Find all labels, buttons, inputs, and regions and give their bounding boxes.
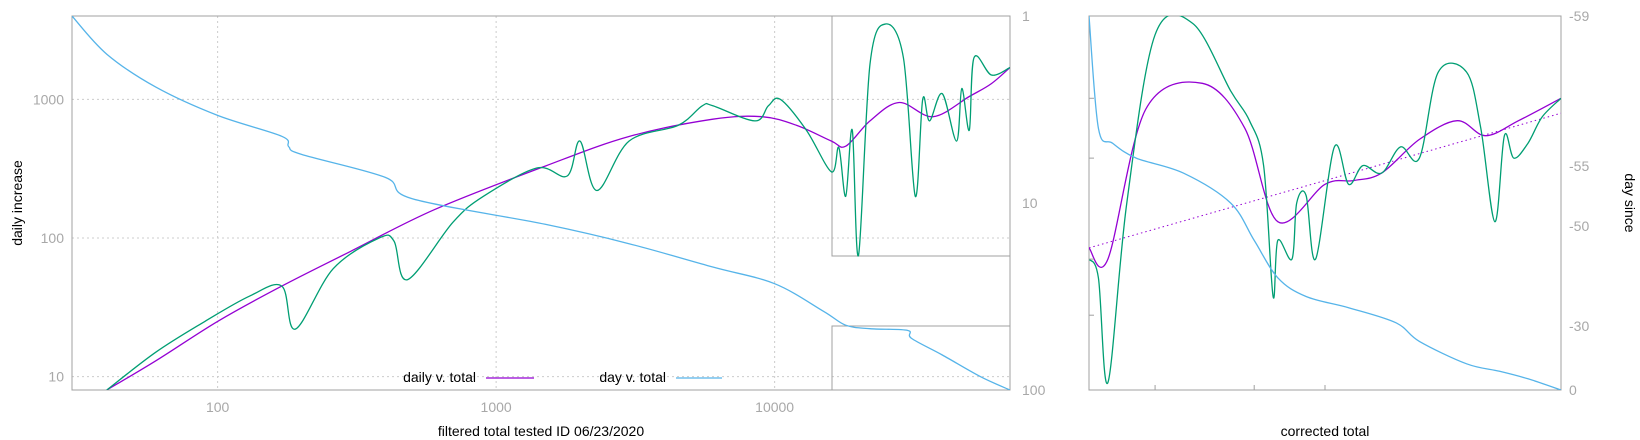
left-y2-tick-label: 1	[1022, 8, 1030, 24]
left-series-line-0	[106, 67, 1010, 390]
right-y2-tick-label: -59	[1569, 8, 1589, 24]
left-tick-labels: 100 1000 10000 10 100 1000 1 10 100	[33, 8, 1046, 415]
left-y-tick-label: 1000	[33, 91, 64, 107]
legend-label-day: day v. total	[599, 369, 666, 385]
right-y-axis-label: day since	[1622, 173, 1638, 232]
left-x-tick-label: 1000	[481, 399, 512, 415]
left-series-group	[72, 16, 1010, 390]
right-series-line-2	[1089, 16, 1561, 385]
right-y2-tick-label: -55	[1569, 158, 1589, 174]
right-series-line-0	[1089, 81, 1561, 269]
left-y2-tick-label: 10	[1022, 195, 1038, 211]
left-y-tick-label: 10	[48, 369, 64, 385]
left-series-line-2	[72, 16, 1010, 390]
right-series-line-1	[1089, 112, 1561, 249]
right-series-line-3	[1089, 16, 1561, 390]
right-series-group	[1089, 16, 1561, 390]
right-y2-tick-label: -30	[1569, 318, 1589, 334]
left-x-tick-label: 10000	[755, 399, 794, 415]
left-y2-tick-label: 100	[1022, 382, 1046, 398]
left-grid	[72, 16, 1010, 390]
right-panel: -59 -55 -50 -30 0 corrected total day since	[1088, 8, 1638, 439]
left-x-axis-label: filtered total tested ID 06/23/2020	[438, 423, 644, 439]
left-x-tick-label: 100	[206, 399, 230, 415]
left-series-line-1	[106, 23, 1010, 390]
legend: daily v. total day v. total	[403, 369, 722, 385]
left-y-axis-label: daily increase	[9, 160, 25, 246]
left-y-tick-label: 100	[41, 230, 65, 246]
right-y2-tick-label: 0	[1569, 382, 1577, 398]
left-panel: 100 1000 10000 10 100 1000 1 10 100 filtered tot…	[9, 8, 1046, 439]
right-tick-labels: -59 -55 -50 -30 0	[1089, 8, 1589, 398]
right-y2-tick-label: -50	[1569, 218, 1589, 234]
inset-lower-rect	[831, 325, 1011, 391]
legend-label-daily: daily v. total	[403, 369, 476, 385]
right-x-axis-label: corrected total	[1281, 423, 1370, 439]
inset-upper-rect	[831, 15, 1011, 257]
